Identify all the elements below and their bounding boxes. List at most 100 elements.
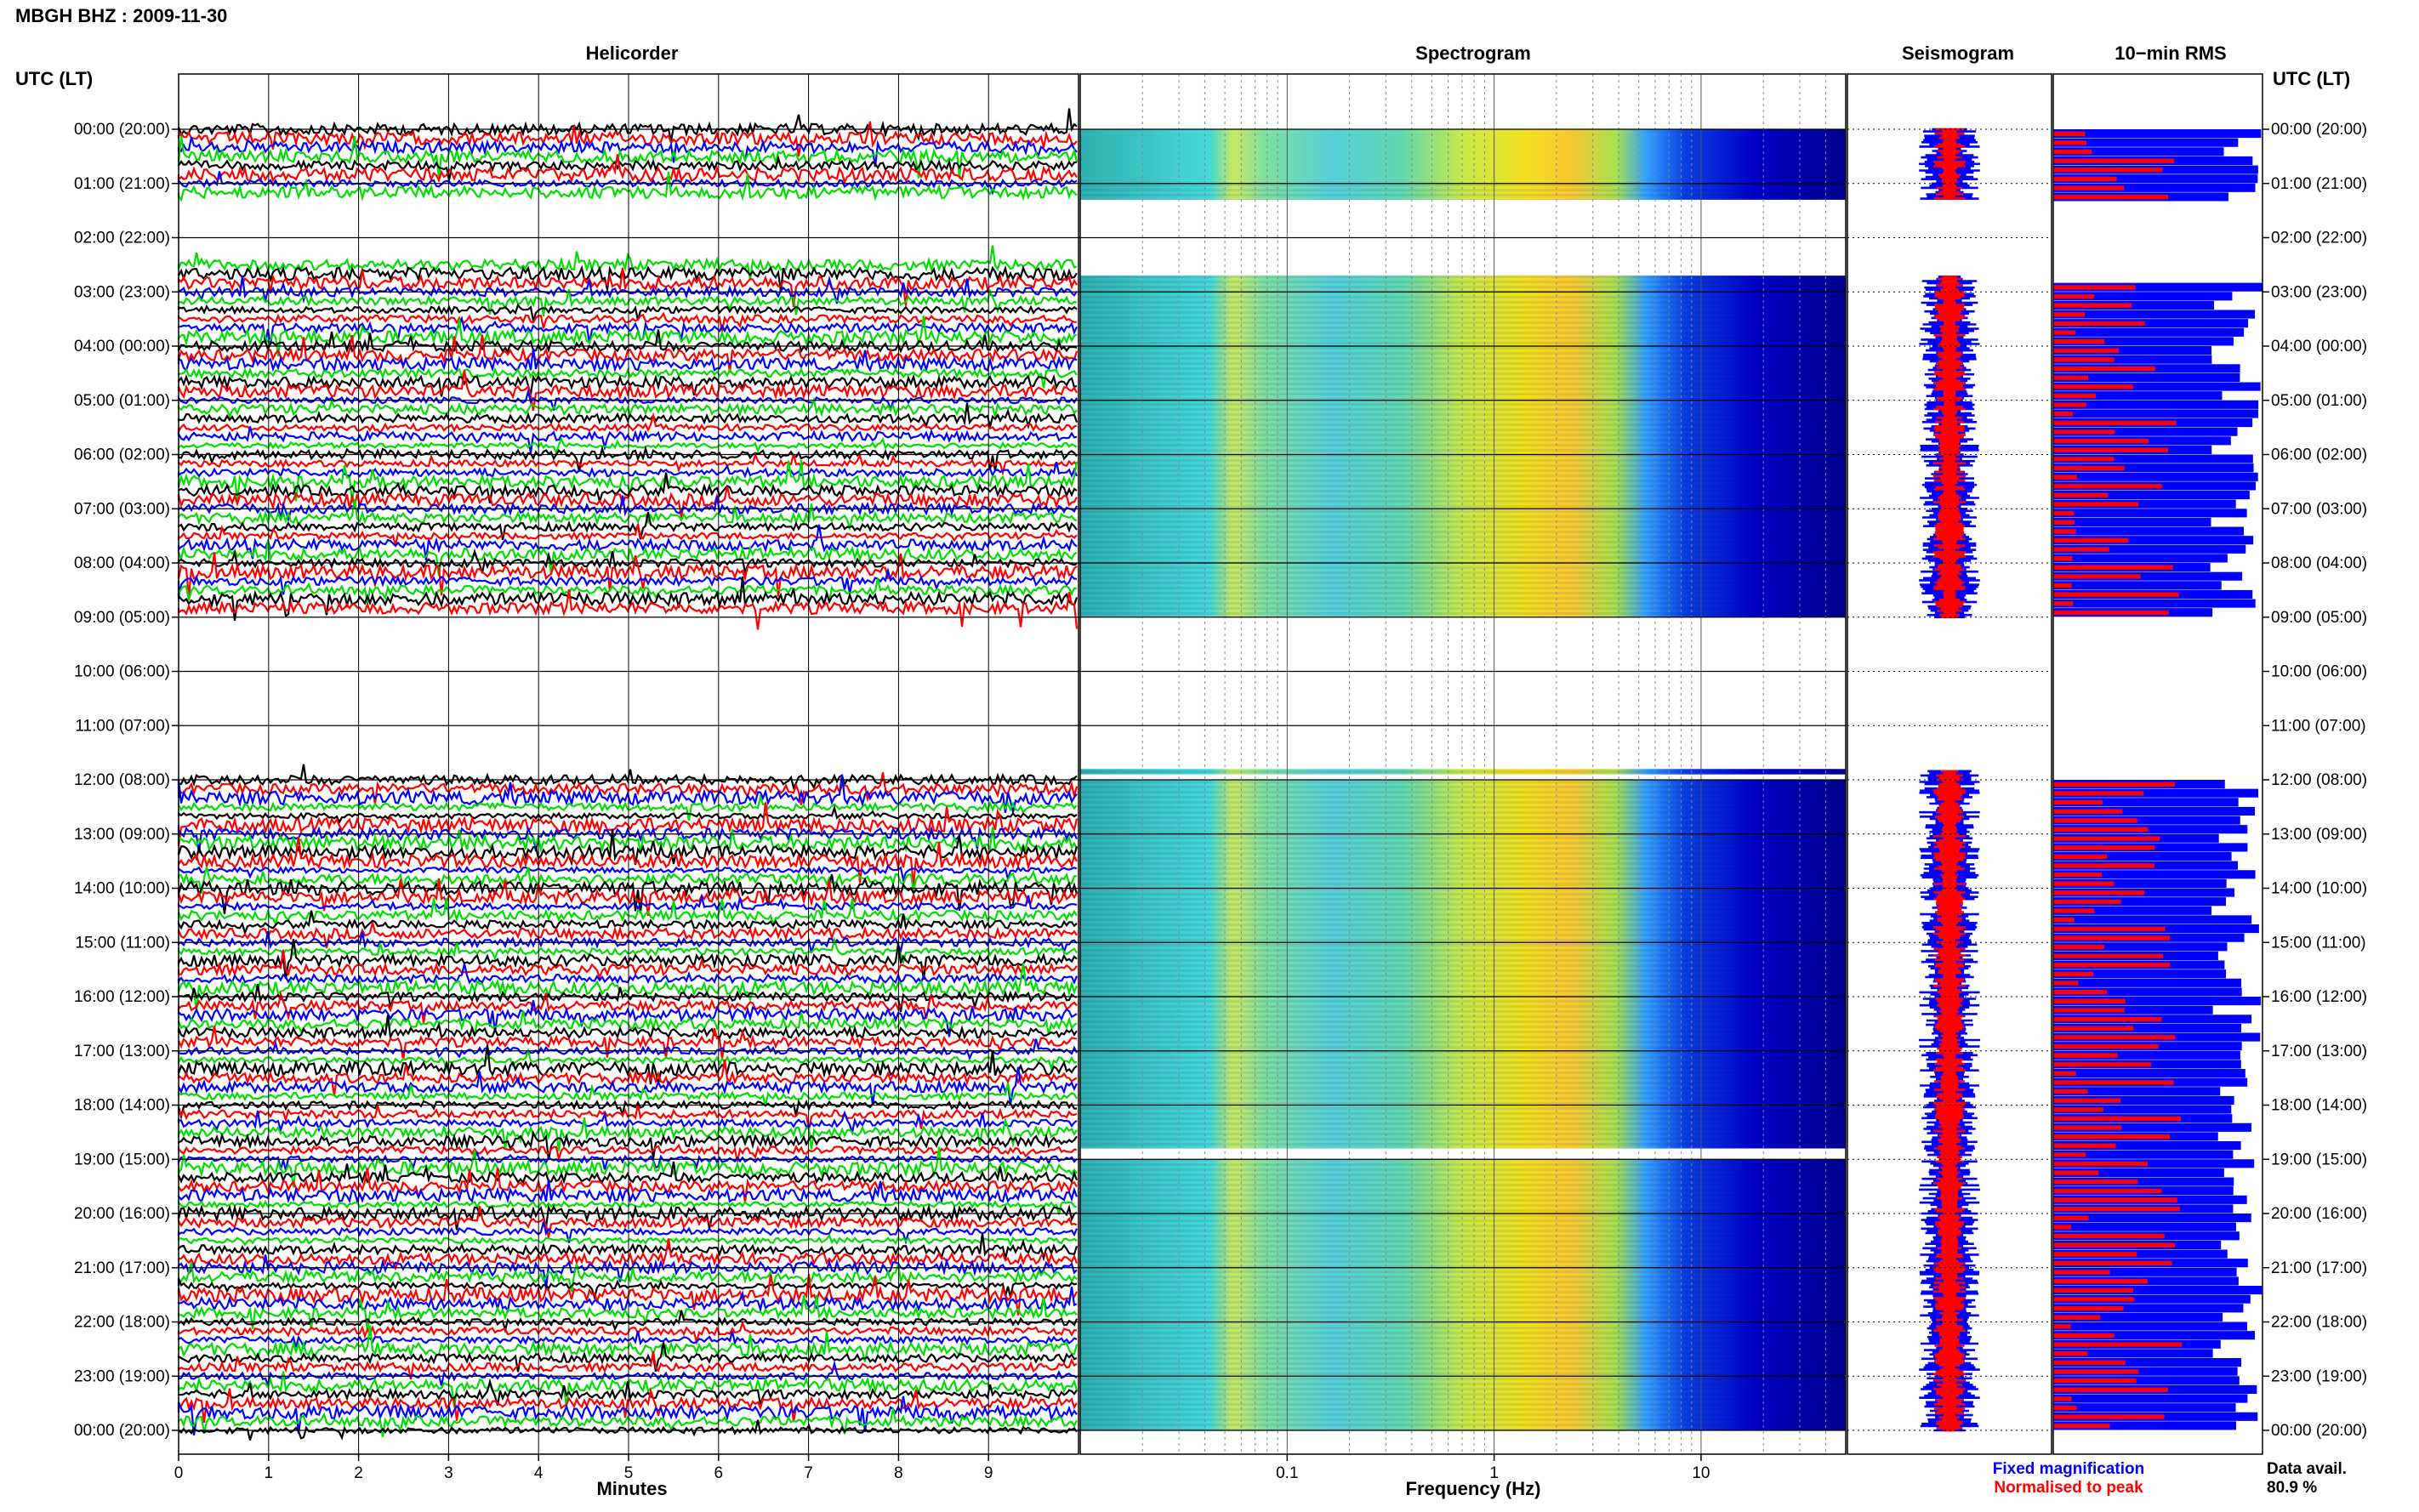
rms-bar-normalised — [2053, 1080, 2174, 1085]
rms-bar-normalised — [2053, 402, 2086, 407]
rms-bar-fixed — [2053, 544, 2246, 554]
helicorder-trace — [177, 935, 1078, 966]
helicorder-trace — [177, 772, 1079, 805]
seismogram-panel — [1847, 128, 2052, 1432]
rms-bar-normalised — [2053, 998, 2126, 1003]
rms-bar-normalised — [2053, 863, 2155, 868]
helicorder-trace — [177, 836, 1078, 886]
rms-bar-normalised — [2053, 457, 2114, 462]
rms-panel — [2053, 129, 2262, 1430]
rms-bar-normalised — [2053, 1279, 2148, 1284]
rms-bar-normalised — [2053, 1242, 2176, 1248]
helicorder-trace — [177, 1206, 1078, 1238]
x-tick-label: 0 — [174, 1464, 184, 1482]
rms-bar-normalised — [2053, 1152, 2086, 1157]
rms-bar-fixed — [2053, 517, 2211, 526]
rms-bar-fixed — [2053, 536, 2254, 545]
panel-frame — [2052, 73, 2263, 1455]
helicorder-trace — [177, 1233, 1078, 1248]
rms-bar-normalised — [2053, 1026, 2134, 1031]
rms-bar-normalised — [2053, 1170, 2099, 1175]
helicorder-trace — [177, 1000, 1078, 1037]
y-tick-label-right: 02:00 (22:00) — [2271, 230, 2367, 247]
rms-bar-normalised — [2053, 1342, 2183, 1347]
helicorder-trace — [177, 108, 1078, 142]
y-tick-label-left: 03:00 (23:00) — [74, 283, 170, 301]
rms-bar-normalised — [2053, 890, 2145, 895]
rms-bar-normalised — [2053, 195, 2169, 200]
rms-bar-fixed — [2053, 282, 2262, 292]
rms-bar-normalised — [2053, 393, 2097, 399]
helicorder-trace — [177, 1232, 1079, 1262]
rms-bar-normalised — [2053, 484, 2162, 489]
rms-bar-fixed — [2053, 1069, 2245, 1078]
rms-bar-normalised — [2053, 963, 2171, 968]
rms-bar-normalised — [2053, 872, 2102, 878]
spectrogram-title: Spectrogram — [1415, 43, 1531, 64]
rms-bar-fixed — [2053, 1123, 2251, 1132]
y-tick-label-left: 08:00 (04:00) — [74, 554, 170, 572]
rms-bar-normalised — [2053, 412, 2073, 417]
helicorder-trace — [177, 548, 1078, 577]
rms-bar-fixed — [2053, 174, 2258, 184]
x-tick-label: 8 — [894, 1464, 903, 1482]
seismogram-title: Seismogram — [1902, 43, 2014, 64]
rms-bar-normalised — [2053, 782, 2176, 787]
rms-bar-normalised — [2053, 339, 2105, 344]
rms-bar-normalised — [2053, 1252, 2137, 1257]
rms-bar-normalised — [2053, 845, 2155, 850]
rms-bar-fixed — [2053, 1005, 2213, 1015]
rms-bar-fixed — [2053, 400, 2259, 409]
rms-bar-normalised — [2053, 158, 2175, 163]
rms-bar-fixed — [2053, 969, 2227, 979]
y-tick-label-right: 07:00 (03:00) — [2271, 500, 2367, 518]
rms-bar-normalised — [2053, 574, 2141, 579]
y-tick-label-right: 05:00 (01:00) — [2271, 392, 2367, 410]
rms-bar-fixed — [2053, 1168, 2224, 1177]
helicorder-trace — [177, 459, 1079, 503]
rms-bar-normalised — [2053, 1116, 2182, 1122]
rms-bar-fixed — [2053, 1105, 2232, 1114]
helicorder-trace — [177, 963, 1079, 985]
rms-bar-fixed — [2053, 897, 2227, 907]
helicorder-trace — [177, 1320, 1078, 1346]
rms-bar-fixed — [2053, 942, 2228, 952]
y-tick-label-left: 06:00 (02:00) — [74, 446, 170, 464]
rms-bar-normalised — [2053, 899, 2121, 905]
helicorder-trace — [177, 315, 1078, 357]
helicorder-trace — [177, 1360, 1078, 1388]
rms-bar-fixed — [2053, 1095, 2234, 1105]
helicorder-trace — [177, 275, 1078, 304]
helicorder-trace — [177, 370, 1078, 411]
helicorder-trace — [177, 864, 1078, 884]
helicorder-trace — [177, 1325, 1079, 1362]
helicorder-trace — [177, 1151, 1078, 1171]
rms-bar-normalised — [2053, 1405, 2077, 1411]
rms-bar-fixed — [2053, 554, 2228, 563]
y-tick-label-right: 22:00 (18:00) — [2271, 1314, 2367, 1332]
y-tick-label-left: 05:00 (01:00) — [74, 392, 170, 410]
rms-bar-normalised — [2053, 908, 2095, 913]
rms-bar-normalised — [2053, 1351, 2088, 1356]
helicorder-trace — [177, 511, 1078, 540]
helicorder-trace — [177, 897, 1078, 928]
helicorder-trace — [177, 578, 1078, 605]
rms-bar-fixed — [2053, 571, 2243, 581]
rms-bar-normalised — [2053, 1414, 2165, 1419]
rms-bar-fixed — [2053, 1376, 2240, 1385]
rms-bar-fixed — [2053, 1322, 2248, 1331]
x-tick-label: 5 — [624, 1464, 634, 1482]
y-tick-label-right: 16:00 (12:00) — [2271, 988, 2367, 1006]
helicorder-trace — [177, 939, 1078, 981]
rms-bar-normalised — [2053, 1053, 2118, 1058]
rms-bar-fixed — [2053, 1222, 2236, 1231]
rms-bar-fixed — [2053, 382, 2261, 391]
helicorder-trace — [177, 1010, 1078, 1037]
rms-bar-fixed — [2053, 472, 2258, 481]
rms-bar-normalised — [2053, 1396, 2072, 1401]
rms-bar-fixed — [2053, 816, 2240, 825]
x-tick-label: 1 — [265, 1464, 274, 1482]
spectrogram-texture — [1080, 769, 1846, 775]
rms-bar-normalised — [2053, 1179, 2138, 1185]
y-tick-label-right: 08:00 (04:00) — [2271, 554, 2367, 572]
